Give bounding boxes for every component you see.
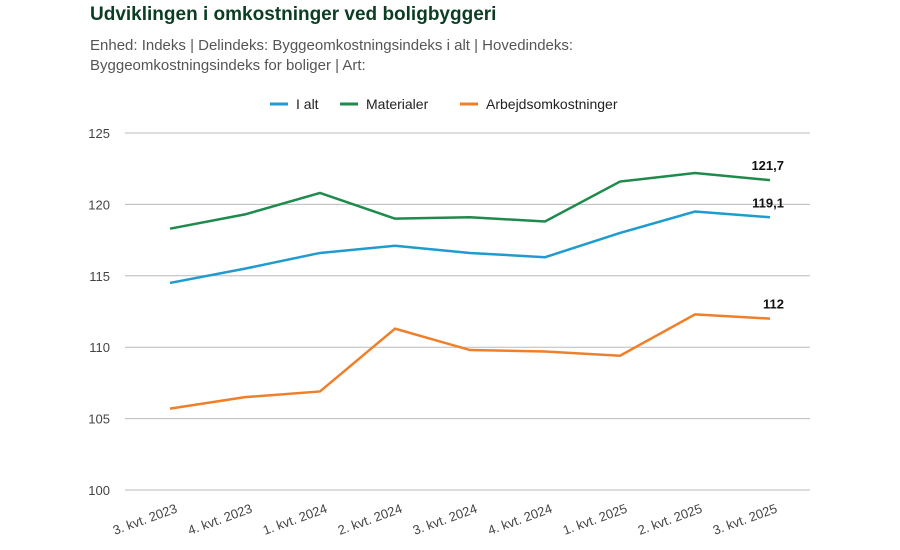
x-tick-label: 1. kvt. 2025 <box>561 501 629 538</box>
chart-title: Udviklingen i omkostninger ved boligbygg… <box>90 4 497 25</box>
x-tick-label: 3. kvt. 2023 <box>111 501 179 538</box>
legend-label: I alt <box>296 96 319 112</box>
x-tick-label: 3. kvt. 2024 <box>411 501 479 538</box>
x-tick-label: 2. kvt. 2025 <box>636 501 704 538</box>
series-line <box>169 313 771 410</box>
x-tick-label: 4. kvt. 2023 <box>186 501 254 538</box>
y-tick-label: 100 <box>88 483 110 498</box>
chart-subtitle: Enhed: Indeks | Delindeks: Byggeomkostni… <box>90 37 574 74</box>
y-tick-label: 120 <box>88 197 110 212</box>
series-line <box>169 210 771 285</box>
y-tick-label: 105 <box>88 412 110 427</box>
x-tick-label: 1. kvt. 2024 <box>261 501 329 538</box>
data-label: 112 <box>763 297 784 312</box>
y-tick-label: 110 <box>89 340 110 355</box>
y-tick-label: 125 <box>88 126 110 141</box>
y-tick-label: 115 <box>89 269 110 284</box>
legend-label: Arbejdsomkostninger <box>486 96 618 112</box>
x-tick-label: 2. kvt. 2024 <box>336 501 404 538</box>
data-label: 119,1 <box>752 195 784 210</box>
data-label: 121,7 <box>751 158 784 173</box>
series-line <box>169 171 771 230</box>
x-tick-label: 4. kvt. 2024 <box>486 501 554 538</box>
legend-label: Materialer <box>366 96 429 112</box>
x-tick-label: 3. kvt. 2025 <box>711 501 779 538</box>
